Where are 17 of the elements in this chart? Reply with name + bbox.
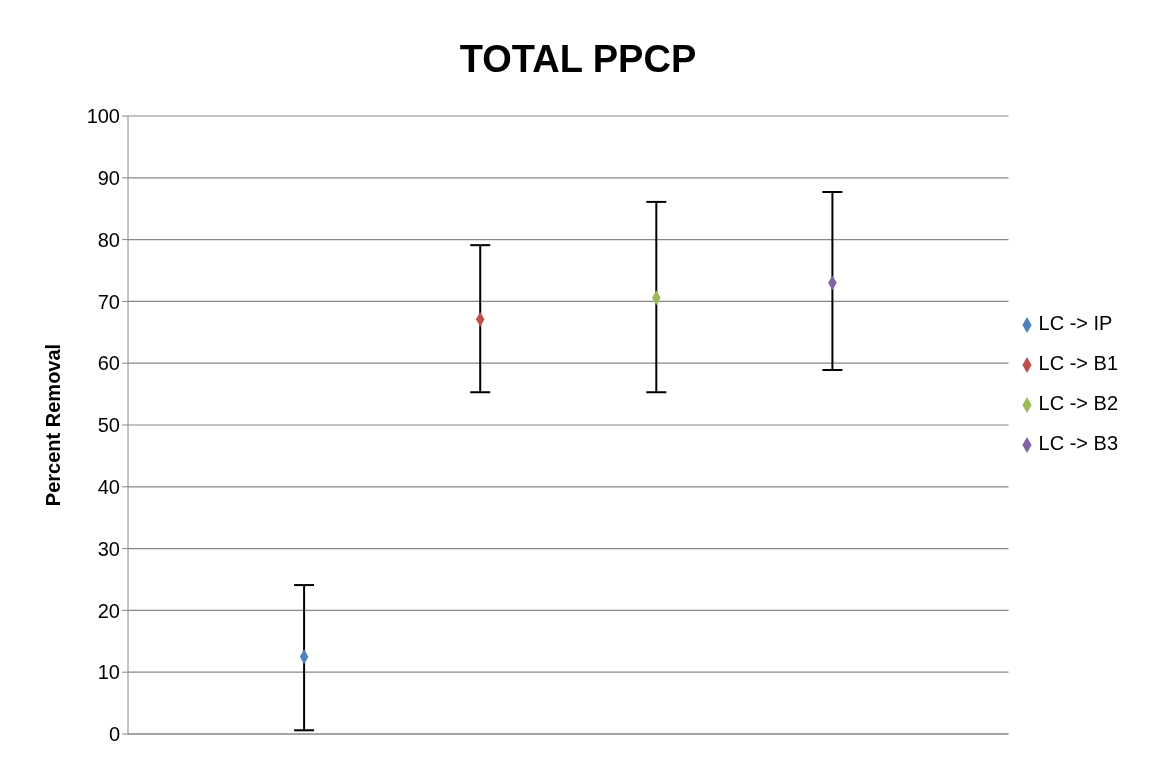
y-tick-label: 40	[97, 475, 120, 498]
legend-label: LC -> B3	[1038, 432, 1118, 454]
y-tick-label: 10	[97, 661, 120, 684]
chart-title: TOTAL PPCP	[458, 38, 698, 81]
y-tick-label: 50	[97, 414, 120, 437]
y-tick-label: 60	[97, 352, 120, 375]
y-tick-label: 90	[97, 166, 120, 189]
y-tick-label: 20	[97, 599, 120, 622]
legend-label: LC -> B2	[1038, 392, 1118, 414]
y-tick-label: 80	[97, 228, 120, 251]
y-tick-label: 30	[97, 537, 120, 560]
legend-label: LC -> B1	[1038, 352, 1118, 374]
y-tick-label: 70	[97, 290, 120, 313]
y-tick-label: 100	[86, 105, 120, 128]
y-axis-title: Percent Removal	[42, 343, 65, 507]
y-tick-label: 0	[108, 723, 120, 746]
legend-label: LC -> IP	[1038, 312, 1113, 334]
